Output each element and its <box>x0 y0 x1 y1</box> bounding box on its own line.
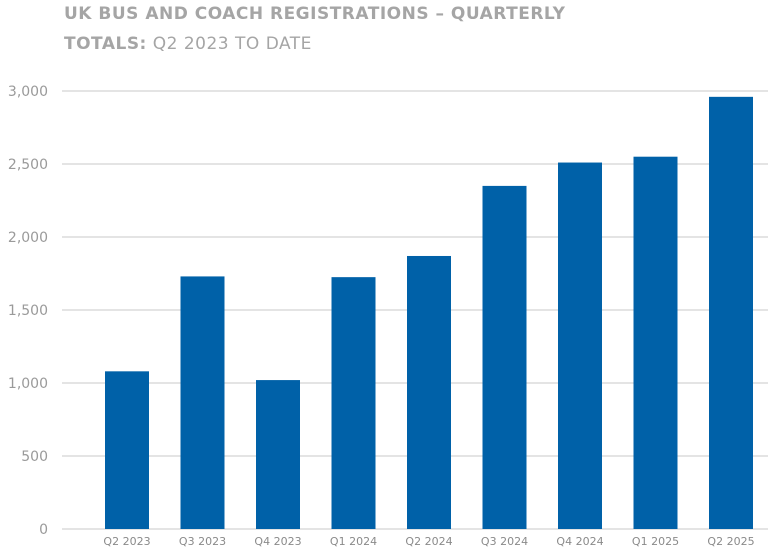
bar <box>256 380 300 529</box>
y-tick-label: 3,000 <box>8 84 48 100</box>
y-tick-label: 500 <box>21 449 48 465</box>
y-axis-tick-labels: 0 500 1,000 1,500 2,000 2,500 3,000 <box>8 84 48 538</box>
x-category-label: Q2 2024 <box>405 535 452 548</box>
chart-title-line1: UK BUS AND COACH REGISTRATIONS – QUARTER… <box>64 4 566 24</box>
chart-title-rest: Q2 2023 TO DATE <box>146 34 312 54</box>
y-tick-label: 0 <box>39 522 48 538</box>
bar <box>105 371 149 529</box>
chart-title: UK BUS AND COACH REGISTRATIONS – QUARTER… <box>64 2 764 57</box>
chart-title-line2: TOTALS: Q2 2023 TO DATE <box>64 31 764 57</box>
bar <box>180 276 225 529</box>
x-category-label: Q3 2023 <box>179 535 226 548</box>
x-category-label: Q1 2024 <box>330 535 377 548</box>
x-category-label: Q1 2025 <box>632 535 679 548</box>
bars <box>105 96 753 530</box>
bar <box>709 96 753 529</box>
y-tick-label: 1,000 <box>8 376 48 392</box>
bar <box>633 156 678 529</box>
y-tick-label: 2,500 <box>8 157 48 173</box>
x-category-label: Q4 2023 <box>254 535 301 548</box>
x-category-label: Q3 2024 <box>481 535 528 548</box>
x-category-label: Q4 2024 <box>556 535 603 548</box>
bar <box>558 162 602 530</box>
chart-title-bold-part: TOTALS: <box>64 34 147 54</box>
bar <box>331 277 376 529</box>
x-axis-category-labels: Q2 2023 Q3 2023 Q4 2023 Q1 2024 Q2 2024 Q3 20… <box>103 535 754 548</box>
y-tick-label: 1,500 <box>8 303 48 319</box>
x-category-label: Q2 2025 <box>707 535 754 548</box>
y-tick-label: 2,000 <box>8 230 48 246</box>
bar <box>482 185 527 529</box>
x-category-label: Q2 2023 <box>103 535 150 548</box>
bar <box>407 255 451 530</box>
